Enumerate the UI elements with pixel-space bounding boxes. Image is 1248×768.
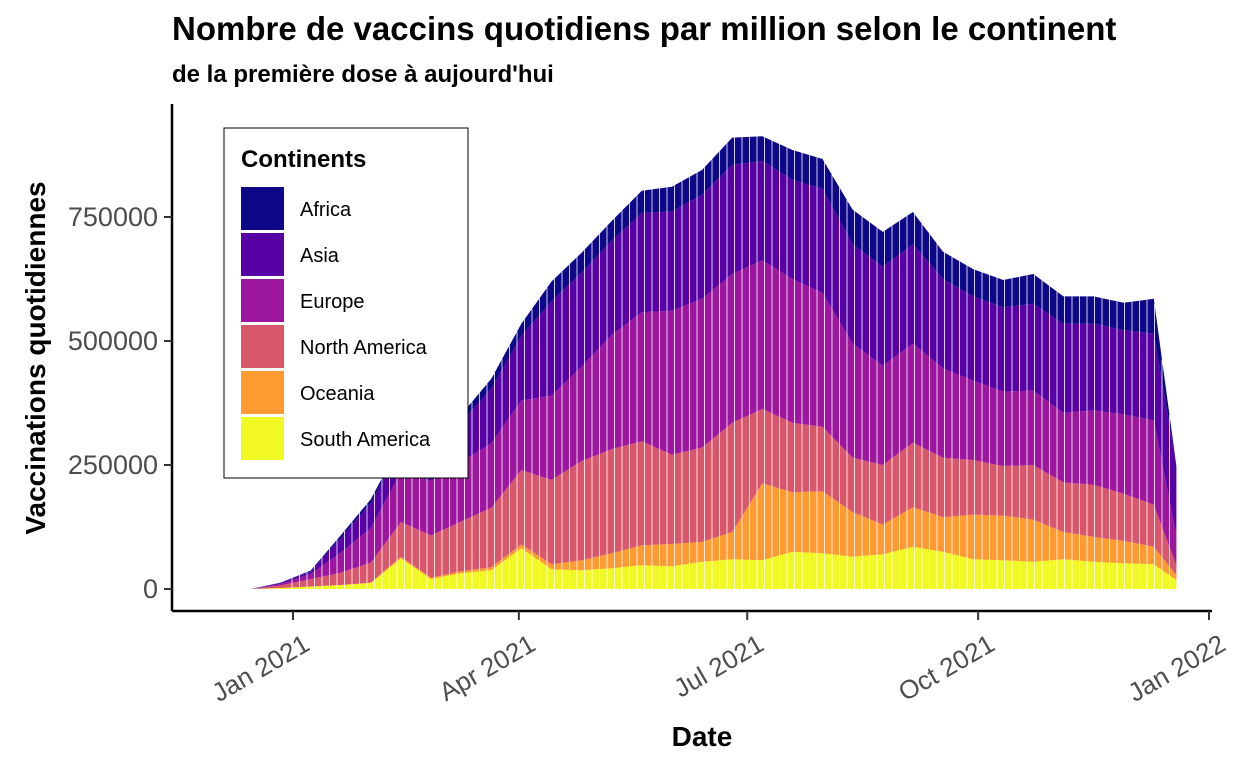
chart-subtitle: de la première dose à aujourd'hui	[172, 61, 554, 88]
legend-label: Africa	[300, 199, 352, 221]
legend-label: South America	[300, 429, 431, 451]
legend-swatch	[241, 279, 284, 322]
chart-title: Nombre de vaccins quotidiens par million…	[172, 10, 1116, 47]
legend-swatch	[241, 325, 284, 368]
x-axis-ticks: Jan 2021 Apr 2021 Jul 2021 Oct 2021 Jan 2022	[207, 611, 1231, 708]
legend-label: Asia	[300, 245, 340, 267]
y-tick-label: 750000	[68, 202, 158, 232]
legend-label: Europe	[300, 291, 365, 313]
y-tick-label: 0	[143, 574, 158, 604]
x-tick-label: Jul 2021	[668, 628, 768, 703]
area-north-america	[250, 409, 1177, 589]
legend-label: North America	[300, 337, 428, 359]
legend-swatch	[241, 417, 284, 460]
legend-title: Continents	[241, 146, 366, 173]
x-tick-label: Oct 2021	[893, 628, 999, 707]
x-tick-label: Jan 2022	[1123, 628, 1231, 707]
legend-label: Oceania	[300, 383, 375, 405]
legend-swatch	[241, 233, 284, 276]
area-oceania	[250, 483, 1177, 589]
x-axis-label: Date	[672, 721, 733, 752]
legend: Continents Africa Asia Europe North America…	[223, 127, 469, 479]
legend-swatch	[241, 371, 284, 414]
y-axis-label: Vaccinations quotidiennes	[20, 181, 51, 534]
x-tick-label: Jan 2021	[207, 628, 315, 707]
day-separators	[291, 136, 1170, 589]
area-europe	[250, 260, 1177, 589]
y-tick-label: 250000	[68, 450, 158, 480]
y-tick-label: 500000	[68, 326, 158, 356]
area-asia	[250, 161, 1177, 589]
x-tick-label: Apr 2021	[434, 628, 540, 707]
legend-items: Africa Asia Europe North America Oceania Sout…	[241, 187, 431, 460]
y-axis-ticks: 0 250000 500000 750000	[68, 202, 172, 604]
legend-swatch	[241, 187, 284, 230]
